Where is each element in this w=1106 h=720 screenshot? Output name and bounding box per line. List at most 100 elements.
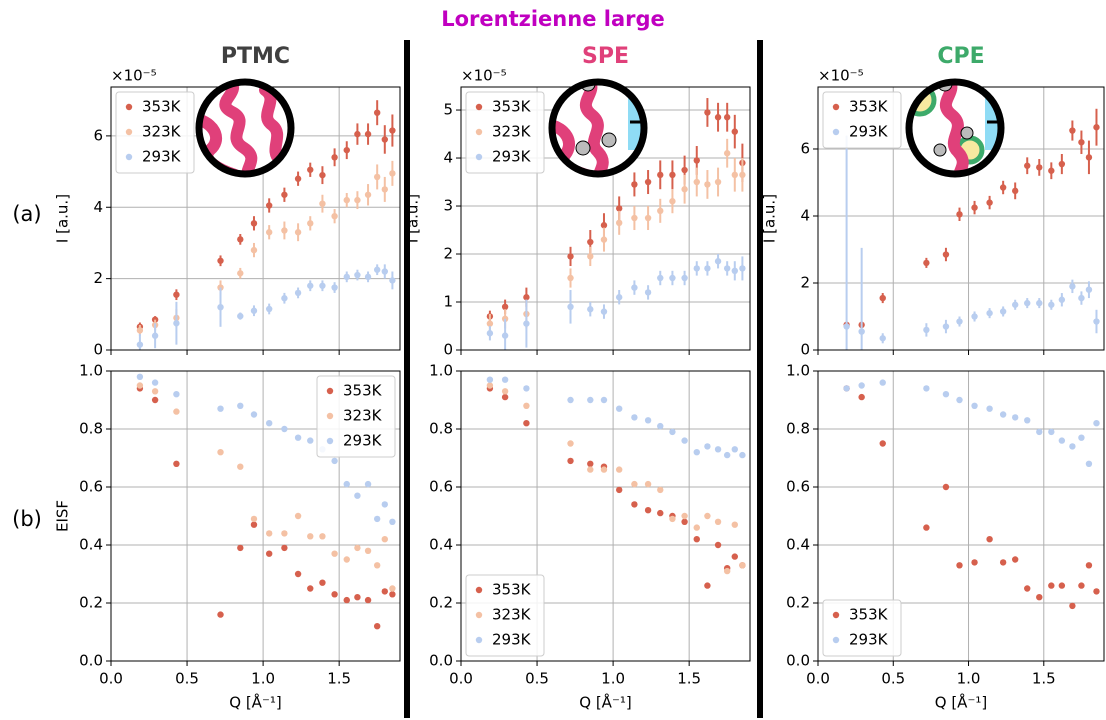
data-point (1011, 187, 1019, 195)
data-point (343, 596, 350, 604)
y-tick-label: 6 (93, 126, 103, 144)
data-point (657, 486, 664, 494)
legend-box (115, 91, 195, 174)
data-point (523, 402, 530, 409)
data-point (151, 316, 159, 323)
data-point (644, 480, 652, 488)
data-point (1024, 417, 1031, 424)
data-point (151, 332, 159, 339)
offset-label: ×10⁻⁵ (461, 67, 507, 85)
data-point (567, 274, 574, 282)
data-point (956, 318, 963, 325)
data-point (319, 200, 326, 207)
data-point (704, 512, 711, 520)
plot-area (136, 100, 396, 350)
data-point (600, 308, 608, 315)
data-point (879, 294, 886, 302)
legend-box (465, 91, 545, 174)
data-point (331, 550, 338, 557)
data-point (364, 596, 372, 604)
data-point (1058, 582, 1066, 589)
data-point (986, 309, 993, 317)
data-point (923, 524, 930, 531)
plot-area (486, 98, 746, 350)
data-point (173, 460, 180, 467)
data-point (217, 284, 224, 291)
data-point (373, 623, 381, 630)
data-point (1024, 162, 1031, 169)
data-point (217, 405, 224, 412)
y-tick-label: 4 (800, 206, 810, 224)
data-point (739, 562, 746, 569)
data-point (657, 422, 664, 430)
data-point (731, 553, 738, 560)
legend-marker (475, 128, 483, 136)
data-point (681, 166, 688, 174)
data-point (381, 536, 388, 543)
panel-title: CPE (937, 44, 984, 69)
data-point (294, 175, 302, 182)
y-axis-label: I [a.u.] (404, 194, 422, 243)
data-point (381, 588, 388, 595)
data-point (281, 425, 288, 433)
y-tick-label: 2 (443, 245, 453, 263)
data-point (389, 170, 396, 177)
legend-marker (832, 103, 840, 111)
data-point (986, 536, 993, 543)
data-point (858, 393, 865, 401)
data-point (237, 544, 244, 552)
data-point (501, 393, 509, 401)
legend-label: 293K (142, 148, 182, 166)
data-point (265, 530, 273, 537)
data-point (731, 521, 738, 528)
data-point (714, 178, 722, 186)
data-point (501, 388, 509, 395)
data-point (1036, 164, 1043, 171)
data-point (723, 150, 731, 157)
data-point (739, 265, 746, 272)
data-point (644, 214, 652, 222)
data-point (1069, 443, 1076, 450)
data-point (1058, 296, 1066, 303)
data-point (1085, 154, 1093, 161)
data-point (587, 466, 594, 473)
data-point (331, 457, 338, 465)
data-point (151, 388, 159, 395)
data-point (151, 379, 159, 386)
data-point (319, 579, 326, 586)
y-tick-label: 0.4 (79, 536, 103, 554)
data-point (307, 585, 314, 592)
data-point (381, 136, 388, 143)
data-point (250, 521, 258, 528)
legend-label: 353K (492, 98, 532, 116)
y-tick-label: 4 (443, 149, 453, 167)
y-tick-label: 5 (443, 101, 453, 119)
row-label: (b) (12, 507, 42, 531)
data-point (714, 541, 722, 549)
data-point (693, 178, 700, 186)
data-point (294, 289, 302, 297)
y-tick-label: 0.6 (786, 478, 810, 496)
data-point (693, 265, 700, 272)
y-tick-label: 0.8 (786, 420, 810, 438)
data-point (631, 501, 638, 508)
data-point (1036, 299, 1043, 307)
x-axis-label: Q [Å⁻¹] (935, 693, 987, 712)
data-point (523, 420, 530, 427)
data-point (1048, 167, 1055, 174)
data-point (237, 270, 244, 277)
data-point (681, 518, 688, 525)
legend-marker (475, 586, 483, 594)
legend-label: 353K (492, 581, 532, 599)
data-point (631, 414, 638, 421)
data-point (669, 274, 676, 282)
data-point (1024, 299, 1031, 307)
data-point (136, 373, 144, 380)
offset-label: ×10⁻⁵ (111, 67, 157, 85)
data-point (1078, 582, 1085, 589)
data-point (250, 220, 258, 227)
data-point (373, 173, 381, 181)
data-point (567, 253, 574, 260)
data-point (923, 259, 930, 267)
legend-label: 323K (492, 123, 532, 141)
